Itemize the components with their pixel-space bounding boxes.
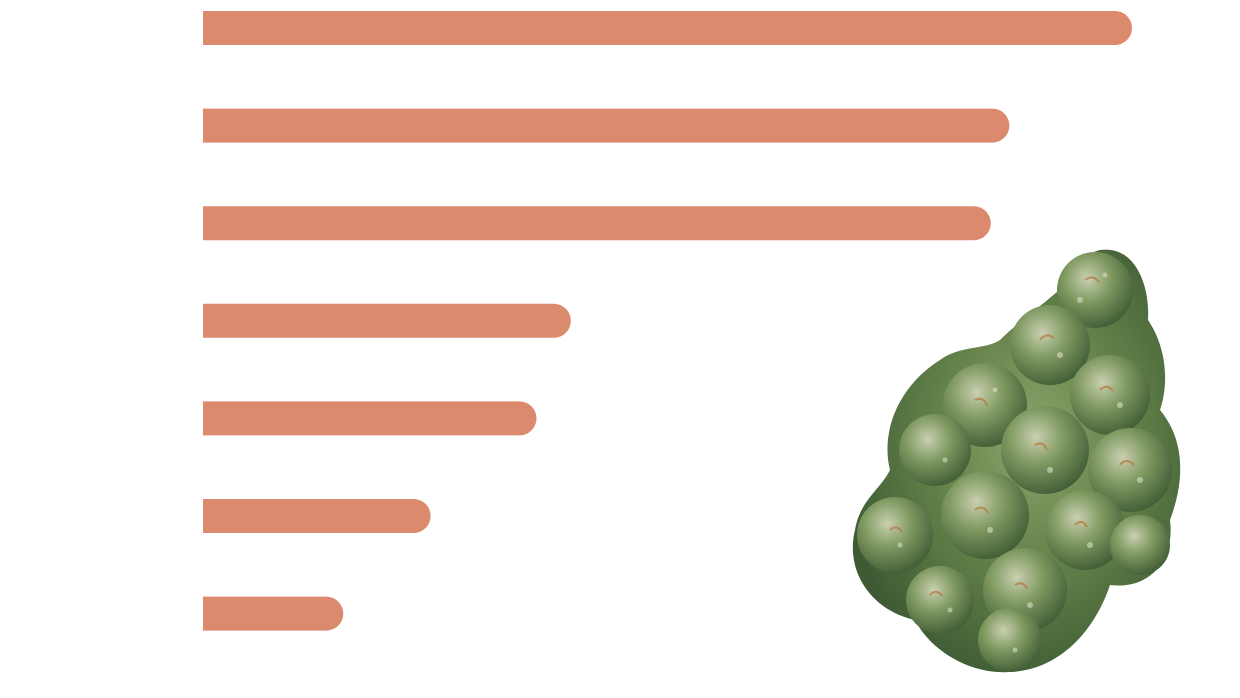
bars-group <box>203 11 1132 631</box>
bar-3 <box>203 206 991 241</box>
bar-2 <box>203 108 1010 143</box>
bar-5 <box>203 401 537 436</box>
bar-4 <box>203 303 571 338</box>
bar-6 <box>203 499 431 533</box>
bar-7 <box>203 596 344 631</box>
bar-1 <box>203 11 1132 45</box>
